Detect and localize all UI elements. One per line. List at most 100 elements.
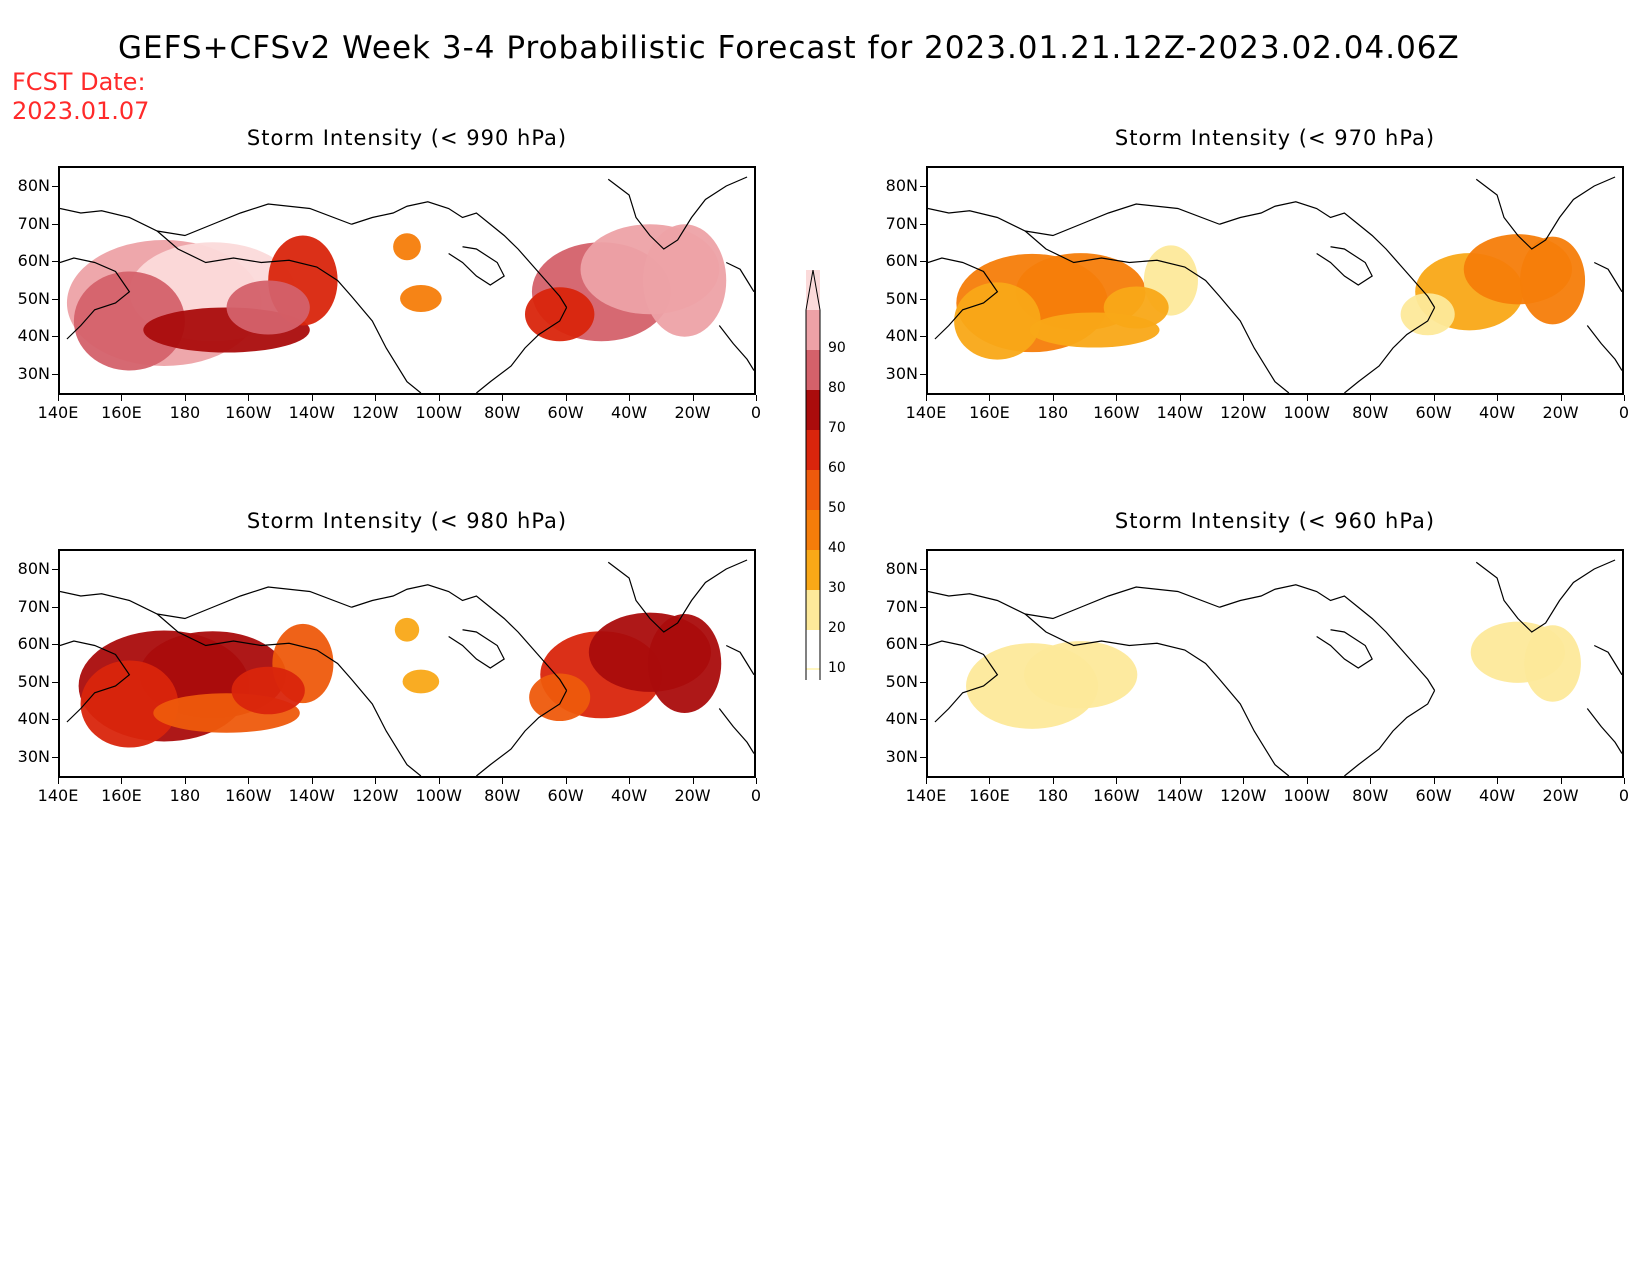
lat-tick: [52, 373, 58, 375]
lon-tick: [502, 395, 504, 401]
coastline: [448, 629, 505, 669]
coastline: [1219, 584, 1436, 691]
coastline: [351, 201, 568, 308]
coastline: [607, 176, 748, 250]
lon-tick: [1497, 395, 1499, 401]
lon-label: 100W: [1283, 403, 1330, 422]
colorbar-label: 80: [828, 380, 846, 396]
lon-label: 140E: [905, 403, 947, 422]
colorbar-label: 30: [828, 580, 846, 596]
lon-tick: [248, 395, 250, 401]
lat-tick: [52, 681, 58, 683]
prob-region: [954, 282, 1041, 360]
map-frame: [926, 549, 1624, 778]
lon-label: 60W: [547, 403, 584, 422]
lon-label: 60W: [1415, 786, 1452, 805]
lon-label: 20W: [1542, 403, 1579, 422]
coastline: [60, 586, 352, 620]
lon-tick: [1497, 778, 1499, 784]
lon-label: 160W: [225, 403, 272, 422]
coastline: [725, 644, 754, 676]
colorbar-label: 70: [828, 420, 846, 436]
prob-region: [529, 673, 591, 722]
panel-title: Storm Intensity (< 980 hPa): [246, 509, 568, 533]
lat-tick: [920, 261, 926, 262]
lon-tick: [1370, 778, 1372, 784]
prob-region: [393, 233, 421, 261]
lat-tick: [920, 756, 926, 758]
lon-tick: [184, 778, 186, 784]
lon-tick: [629, 778, 631, 784]
coastline: [1586, 325, 1622, 371]
lon-label: 0: [750, 786, 762, 805]
lat-tick: [52, 719, 58, 720]
lon-label: 180: [169, 786, 201, 805]
lon-tick: [692, 395, 694, 401]
lon-label: 120W: [1220, 403, 1267, 422]
prob-region: [231, 666, 305, 715]
lon-tick: [756, 395, 757, 401]
coastline: [607, 559, 748, 633]
lon-label: 0: [1618, 403, 1630, 422]
colorbar-label: 10: [828, 660, 846, 676]
colorbar-swatch: [806, 590, 820, 630]
lat-tick: [920, 644, 926, 645]
lon-tick: [1306, 395, 1308, 401]
prob-region: [647, 614, 722, 713]
coastline: [1593, 644, 1622, 676]
lon-tick: [248, 778, 250, 784]
lon-label: 80W: [484, 403, 521, 422]
lon-tick: [629, 395, 631, 401]
colorbar-swatch: [806, 270, 820, 310]
lon-tick: [184, 395, 186, 401]
lon-label: 160E: [101, 786, 142, 805]
lon-label: 100W: [415, 403, 462, 422]
prob-region: [226, 280, 310, 335]
lon-label: 140W: [1156, 403, 1203, 422]
colorbar-swatch: [806, 550, 820, 590]
lon-tick: [1052, 395, 1054, 401]
lon-tick: [1560, 395, 1562, 401]
lon-label: 140W: [288, 786, 335, 805]
lon-tick: [1243, 778, 1245, 784]
prob-region: [642, 224, 727, 337]
panel-title: Storm Intensity (< 960 hPa): [1114, 509, 1436, 533]
colorbar-swatch: [806, 510, 820, 550]
coastline: [725, 261, 754, 293]
coastline: [476, 690, 568, 776]
lon-label: 40W: [1478, 786, 1516, 805]
lat-tick: [52, 261, 58, 262]
lon-tick: [1433, 778, 1435, 784]
lon-tick: [926, 778, 927, 784]
colorbar-outline: [805, 270, 821, 680]
lat-tick: [920, 569, 926, 570]
lat-tick: [920, 606, 926, 608]
prob-region: [524, 287, 595, 342]
lon-tick: [989, 395, 991, 401]
lat-tick: [52, 298, 58, 300]
lon-tick: [375, 395, 377, 401]
map-frame: [926, 166, 1624, 395]
lon-label: 20W: [1542, 786, 1579, 805]
probability-field: [928, 176, 1622, 393]
prob-region: [1024, 641, 1138, 709]
lon-tick: [58, 778, 59, 784]
lat-label: 60N: [17, 251, 50, 270]
lon-tick: [121, 395, 123, 401]
lat-label: 30N: [17, 746, 50, 766]
lon-label: 180: [169, 403, 201, 422]
colorbar-swatch: [806, 668, 820, 670]
lon-label: 160E: [969, 403, 1010, 422]
lat-label: 30N: [17, 363, 50, 383]
lat-label: 70N: [885, 596, 918, 616]
lon-label: 20W: [674, 403, 711, 422]
prob-region: [1520, 236, 1586, 325]
lat-label: 60N: [17, 634, 50, 653]
lat-label: 40N: [17, 326, 50, 345]
lat-tick: [920, 186, 926, 187]
colorbar-label: 20: [828, 620, 846, 636]
lon-tick: [1624, 778, 1625, 784]
probability-field: [60, 176, 754, 393]
lat-tick: [920, 373, 926, 375]
lon-label: 40W: [610, 403, 648, 422]
